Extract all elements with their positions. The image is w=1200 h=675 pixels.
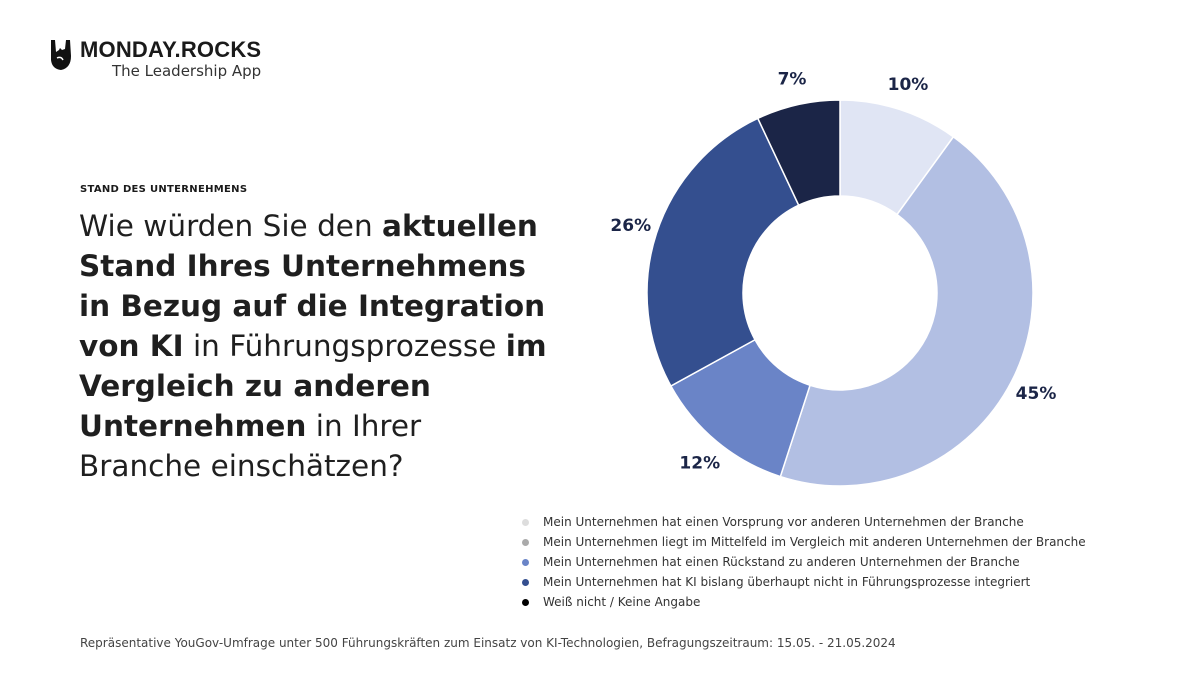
footnote: Repräsentative YouGov-Umfrage unter 500 … <box>80 636 896 650</box>
logo: MONDAY.ROCKS The Leadership App <box>48 38 261 80</box>
section-kicker: STAND DES UNTERNEHMENS <box>80 184 248 195</box>
legend-item: Mein Unternehmen liegt im Mittelfeld im … <box>522 532 1086 552</box>
legend-dot <box>522 598 529 606</box>
legend-label: Mein Unternehmen liegt im Mittelfeld im … <box>543 535 1086 549</box>
legend-dot <box>522 578 529 586</box>
legend-dot <box>522 518 529 526</box>
legend-label: Mein Unternehmen hat KI bislang überhaup… <box>543 575 1031 589</box>
question-text: Wie würden Sie den aktuellen Stand Ihres… <box>79 206 549 486</box>
question-part-bold: aktuellen Stand Ihres Unternehmens in Be… <box>79 209 546 363</box>
rock-hand-icon <box>51 40 71 70</box>
question-part-bold: im Vergleich zu anderen Unternehmen <box>79 329 547 443</box>
data-label: 7% <box>778 69 807 89</box>
data-label: 10% <box>888 75 929 95</box>
legend-item: Mein Unternehmen hat einen Vorsprung vor… <box>522 512 1086 532</box>
legend-label: Weiß nicht / Keine Angabe <box>543 595 701 609</box>
legend: Mein Unternehmen hat einen Vorsprung vor… <box>522 512 1086 612</box>
data-label: 26% <box>610 216 651 236</box>
donut-slice <box>756 99 841 207</box>
logo-title: MONDAY.ROCKS <box>80 37 262 62</box>
legend-dot <box>522 558 529 566</box>
logo-subtitle: The Leadership App <box>112 62 262 80</box>
legend-item: Mein Unternehmen hat KI bislang überhaup… <box>522 572 1086 592</box>
question-part: in Führungsprozesse <box>183 329 506 363</box>
legend-item: Weiß nicht / Keine Angabe <box>522 592 1086 612</box>
donut-slice <box>646 117 800 387</box>
legend-label: Mein Unternehmen hat einen Vorsprung vor… <box>543 515 1024 529</box>
data-label: 45% <box>1016 384 1057 404</box>
question-part: Wie würden Sie den <box>79 209 383 243</box>
data-label: 12% <box>679 454 720 474</box>
donut-slice <box>779 135 1034 487</box>
question-part: in Ihrer Branche einschätzen? <box>79 409 422 483</box>
legend-item: Mein Unternehmen hat einen Rückstand zu … <box>522 552 1086 572</box>
legend-dot <box>522 538 529 546</box>
legend-label: Mein Unternehmen hat einen Rückstand zu … <box>543 555 1020 569</box>
